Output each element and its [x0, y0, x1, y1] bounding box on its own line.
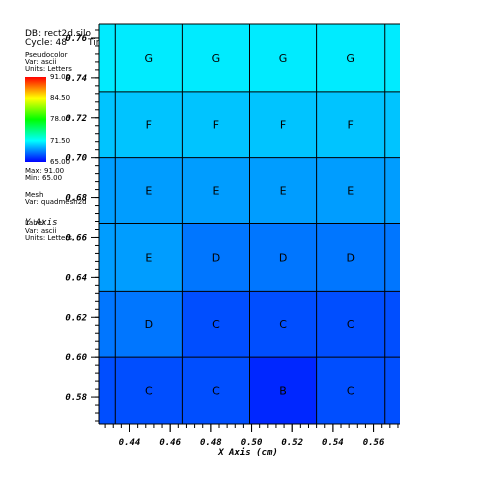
cell-label: D: [212, 251, 220, 264]
axis-tick-labels: 0.44 0.46 0.48 0.50 0.52 0.54 0.56 0.58 0.60 0.62…: [65, 34, 385, 448]
y-tick-label: 0.76: [65, 34, 87, 44]
label-legend-var: Var: ascii: [25, 227, 57, 235]
cell-label: C: [212, 318, 220, 331]
legend-min: Min: 65.00: [25, 174, 63, 182]
heatmap-cell: [182, 357, 250, 424]
legend-tick-2: 78.00: [50, 115, 71, 123]
heatmap-cell: [249, 24, 317, 92]
x-tick-label: 0.56: [363, 438, 385, 448]
database-name: DB: rect2d.silo: [25, 29, 92, 39]
cell-label: G: [145, 52, 154, 65]
x-tick-label: 0.50: [241, 438, 263, 448]
y-tick-label: 0.72: [65, 114, 87, 124]
cell-label: E: [347, 185, 354, 198]
heatmap-cell: [182, 91, 250, 158]
legend-tick-0: 91.00: [50, 73, 71, 81]
cell-label: C: [279, 318, 287, 331]
y-tick-label: 0.62: [65, 313, 87, 323]
legend-units: Units: Letters: [25, 65, 72, 73]
y-tick-label: 0.74: [65, 74, 87, 84]
cell-label: D: [346, 251, 354, 264]
heatmap-cell: [99, 291, 183, 358]
heatmap-cell: [249, 291, 317, 358]
cell-label: D: [279, 251, 287, 264]
cell-label: F: [146, 119, 152, 132]
heatmap-cell: [249, 223, 317, 292]
heatmap-cell: [316, 24, 400, 92]
heatmap-cell: [99, 91, 183, 158]
y-tick-label: 0.58: [65, 393, 87, 403]
legend-var: Var: ascii: [25, 58, 57, 66]
cell-label: F: [348, 119, 354, 132]
heatmap-cell: [316, 91, 400, 158]
cell-label: G: [212, 52, 221, 65]
label-legend-title: Label: [25, 219, 44, 227]
heatmap-cell: [249, 157, 317, 224]
cell-label: C: [145, 385, 153, 398]
cell-label: B: [279, 385, 287, 398]
label-legend-units: Units: Letters: [25, 234, 72, 242]
legend-max: Max: 91.00: [25, 167, 65, 175]
colorbar: [25, 77, 46, 162]
heatmap-cell: [182, 157, 250, 224]
y-tick-label: 0.68: [65, 194, 87, 204]
legend-tick-4: 65.00: [50, 158, 71, 166]
y-tick-label: 0.60: [65, 353, 87, 363]
cell-labels: C C B C D C C C E D D D E E E E F F F F G G G G: [145, 52, 355, 398]
x-tick-label: 0.54: [322, 438, 344, 448]
cycle-label: Cycle: 48: [25, 38, 67, 48]
axis-ticks: [91, 29, 399, 432]
heatmap-cell: [99, 157, 183, 224]
y-tick-label: 0.70: [65, 154, 87, 164]
y-axis-title: Y Axis: [25, 218, 58, 228]
y-tick-label: 0.64: [65, 273, 87, 283]
x-tick-label: 0.46: [159, 438, 181, 448]
cell-label: E: [212, 185, 219, 198]
cell-label: E: [280, 185, 287, 198]
cell-label: C: [347, 385, 355, 398]
cell-label: C: [347, 318, 355, 331]
heatmap-cell: [99, 24, 183, 92]
cell-label: D: [145, 318, 153, 331]
heatmap-cells: [99, 24, 400, 424]
x-tick-label: 0.44: [119, 438, 141, 448]
x-axis-title: X Axis (cm): [217, 447, 278, 458]
heatmap-cell: [182, 24, 250, 92]
heatmap-cell: [249, 357, 317, 424]
heatmap-cell: [316, 357, 400, 424]
legend-tick-1: 84.50: [50, 94, 71, 102]
cell-label: E: [145, 251, 152, 264]
heatmap-cell: [182, 291, 250, 358]
heatmap-cell: [249, 91, 317, 158]
cell-label: C: [212, 385, 220, 398]
heatmap-cell: [99, 357, 183, 424]
heatmap-cell: [316, 157, 400, 224]
heatmap-cell: [316, 223, 400, 292]
cell-label: F: [280, 119, 286, 132]
cell-label: F: [213, 119, 219, 132]
cell-label: G: [279, 52, 288, 65]
legend-tick-3: 71.50: [50, 137, 71, 145]
mesh-legend-title: Mesh: [25, 191, 44, 199]
y-tick-label: 0.66: [65, 233, 87, 243]
cell-label: E: [145, 185, 152, 198]
x-tick-label: 0.48: [200, 438, 222, 448]
mesh-legend-var: Var: quadmesh2d: [25, 198, 87, 206]
legend-plot-type: Pseudocolor: [25, 51, 68, 59]
cell-label: G: [346, 52, 355, 65]
heatmap-cell: [99, 223, 183, 292]
heatmap-cell: [182, 223, 250, 292]
heatmap-cell: [316, 291, 400, 358]
x-tick-label: 0.52: [281, 438, 303, 448]
